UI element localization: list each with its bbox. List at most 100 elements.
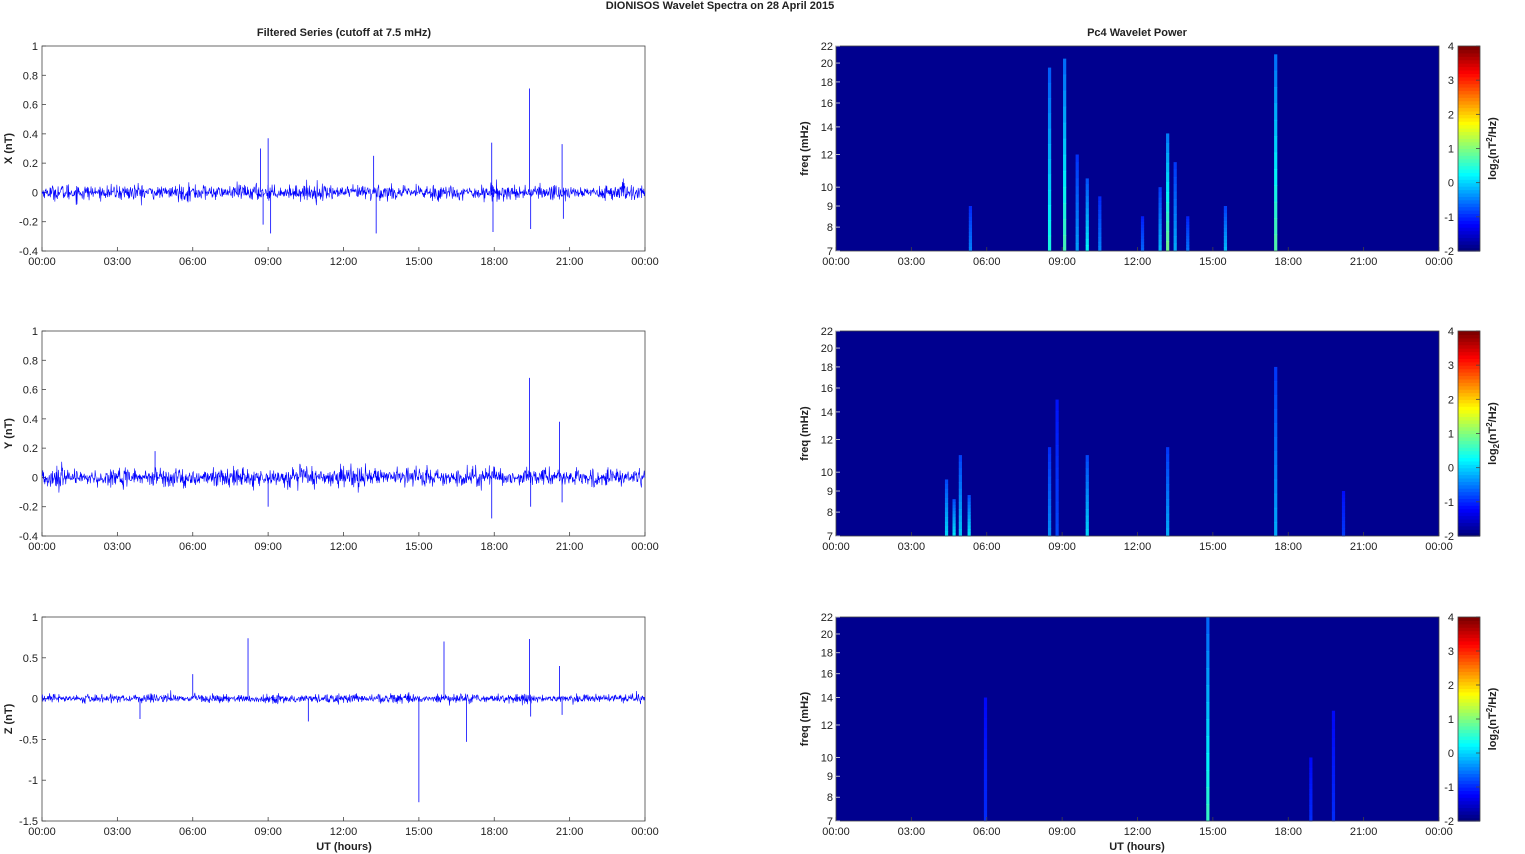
y-spectrum-colorbar-cell [1458, 358, 1480, 363]
x-spectrum-colorbar-cell [1458, 158, 1480, 163]
y-spectrum-streak [944, 531, 949, 537]
y-spectrum-streak [944, 517, 949, 523]
y-spectrum-streak [944, 503, 949, 509]
x-spectrum-streak [1098, 219, 1102, 225]
x-spectrum-colorbar-cell [1458, 165, 1480, 170]
z-spectrum-streak [1331, 747, 1336, 758]
y-spectrum-xtick-label: 18:00 [1274, 541, 1302, 553]
x-spectrum-ytick-label: 14 [821, 122, 833, 134]
x-spectrum-streak [1098, 223, 1102, 229]
x-spectrum-colorbar-cell [1458, 104, 1480, 109]
y-component-ytick-label: -0.4 [19, 531, 38, 543]
x-spectrum-streak [1085, 178, 1089, 185]
y-spectrum-colorbar-cell [1458, 416, 1480, 421]
x-spectrum-streak [1085, 220, 1089, 228]
z-spectrum-ytick-label: 14 [821, 693, 833, 705]
y-spectrum-streak [1085, 495, 1089, 503]
y-spectrum-streak [944, 479, 949, 485]
x-spectrum-xtick-label: 06:00 [973, 256, 1001, 268]
y-spectrum-streak [1047, 498, 1052, 507]
y-spectrum-colorbar-cell [1458, 532, 1480, 537]
z-spectrum-streak [1206, 702, 1210, 720]
colorbar-title-sup: 2 [1485, 422, 1494, 427]
x-component-ytick-label: 0.4 [23, 129, 38, 141]
x-spectrum-streak [1047, 205, 1052, 221]
z-component-xtick-label: 21:00 [556, 826, 584, 838]
y-spectrum-colorbar-cell [1458, 457, 1480, 462]
y-spectrum-streak [967, 498, 971, 503]
x-spectrum-colorbar-cell [1458, 73, 1480, 78]
left-xlabel: UT (hours) [316, 841, 372, 853]
y-spectrum-streak [1055, 501, 1059, 514]
z-spectrum-colorbar-cell [1458, 657, 1480, 662]
x-spectrum-streak [1173, 184, 1177, 193]
x-spectrum-streak [968, 243, 973, 248]
y-spectrum-xtick-label: 00:00 [1425, 541, 1453, 553]
z-spectrum-streak [983, 790, 988, 801]
x-component-ytick-label: -0.4 [19, 246, 38, 258]
y-spectrum-streak [1085, 488, 1089, 497]
y-spectrum-streak [944, 488, 949, 495]
z-spectrum-colorbar-cell [1458, 678, 1480, 683]
colorbar-title-part: log [1487, 163, 1499, 180]
z-spectrum-streak [1309, 757, 1313, 764]
x-spectrum-colorbar-cell [1458, 213, 1480, 218]
z-spectrum-colorbar-cell [1458, 746, 1480, 751]
y-spectrum-ytick-label: 7 [827, 531, 833, 543]
y-spectrum-streak [1341, 491, 1346, 496]
z-spectrum-xtick-label: 12:00 [1124, 826, 1152, 838]
x-spectrum-colorbar-label: -2 [1444, 246, 1454, 258]
x-component-ytick-label: 0.8 [23, 70, 38, 82]
y-spectrum-streak [952, 532, 956, 537]
x-spectrum-ytick-label: 8 [827, 222, 833, 234]
y-spectrum-streak [1047, 513, 1052, 522]
z-spectrum-streak [1206, 804, 1210, 822]
z-spectrum-colorbar-cell [1458, 654, 1480, 659]
y-spectrum-streak [1341, 532, 1346, 537]
x-spectrum-streak [1075, 226, 1079, 236]
y-spectrum-colorbar-cell [1458, 464, 1480, 469]
y-spectrum-colorbar-cell [1458, 351, 1480, 356]
y-spectrum-streak [944, 507, 949, 513]
x-spectrum-colorbar-cell [1458, 230, 1480, 235]
colorbar-title-sub: 2 [1492, 729, 1501, 734]
x-spectrum-colorbar-cell [1458, 199, 1480, 204]
z-spectrum-ytick-label: 20 [821, 629, 833, 641]
x-spectrum-streak [1047, 82, 1052, 99]
z-spectrum-colorbar-title: log2(nT2/Hz) [1485, 687, 1501, 750]
y-spectrum-streak [952, 511, 956, 516]
z-spectrum-colorbar-cell [1458, 810, 1480, 815]
x-spectrum-streak [1098, 196, 1102, 202]
y-spectrum-streak [1274, 437, 1278, 452]
y-spectrum-colorbar-cell [1458, 477, 1480, 482]
x-spectrum-streak [968, 206, 973, 211]
x-spectrum-colorbar-cell [1458, 145, 1480, 150]
y-spectrum-colorbar-cell [1458, 450, 1480, 455]
z-spectrum-streak [983, 800, 988, 812]
x-spectrum-colorbar-cell [1458, 69, 1480, 74]
x-spectrum-colorbar-cell [1458, 100, 1480, 105]
y-spectrum-streak [1341, 524, 1346, 530]
z-spectrum-colorbar-cell [1458, 668, 1480, 672]
x-spectrum-streak [1274, 152, 1278, 170]
x-spectrum-colorbar-cell [1458, 237, 1480, 242]
x-spectrum-streak [1063, 170, 1067, 188]
x-spectrum-ytick-label: 12 [821, 150, 833, 162]
x-spectrum-colorbar-cell [1458, 223, 1480, 228]
y-spectrum-xtick-label: 03:00 [898, 541, 926, 553]
x-spectrum-streak [1186, 222, 1190, 226]
y-spectrum-streak [1047, 528, 1052, 537]
x-spectrum-streak [1085, 208, 1089, 216]
x-spectrum-colorbar-cell [1458, 138, 1480, 143]
z-spectrum-colorbar-cell [1458, 742, 1480, 747]
x-spectrum-streak [1166, 211, 1170, 223]
y-spectrum-colorbar-cell [1458, 385, 1480, 390]
y-spectrum-ytick-label: 8 [827, 507, 833, 519]
x-component-plot-area [41, 45, 646, 252]
x-spectrum-streak [1274, 119, 1278, 137]
z-spectrum-streak [1206, 668, 1210, 686]
x-spectrum-ytick-label: 18 [821, 77, 833, 89]
x-spectrum-colorbar-cell [1458, 134, 1480, 139]
z-spectrum-streak [1309, 768, 1313, 774]
